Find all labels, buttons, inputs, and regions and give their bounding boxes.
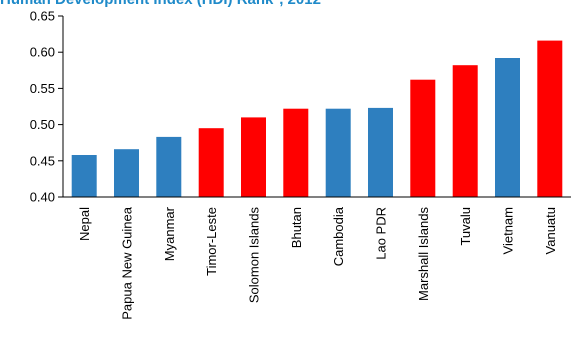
bar [198, 128, 224, 197]
x-category-label: Timor-Leste [204, 207, 219, 276]
bar [283, 108, 309, 197]
bar [495, 58, 520, 197]
x-category-label: Solomon Islands [247, 207, 262, 304]
x-category-label: Papua New Guinea [120, 206, 135, 320]
x-category-label: Lao PDR [374, 207, 389, 260]
x-category-label: Bhutan [289, 207, 304, 248]
x-category-label: Nepal [77, 207, 92, 241]
y-tick-label: 0.40 [30, 190, 55, 205]
y-tick-label: 0.50 [30, 117, 55, 132]
x-category-label: Cambodia [331, 206, 346, 266]
bar [241, 117, 266, 197]
x-category-label: Vietnam [501, 207, 516, 254]
chart-title: Human Development Index (HDI) Rank*, 201… [0, 0, 321, 9]
bar [452, 65, 478, 197]
bar [156, 136, 182, 197]
x-category-label: Myanmar [162, 206, 177, 261]
bar [368, 107, 393, 197]
x-category-label: Tuvalu [458, 207, 473, 246]
y-tick-label: 0.65 [30, 9, 55, 24]
bar [114, 149, 139, 197]
x-axis: Nepal Papua New Guinea Myanmar Timor-Leste S… [63, 196, 571, 320]
bars [71, 40, 563, 197]
x-category-label: Vanuatu [543, 207, 558, 254]
bar [537, 40, 563, 197]
x-category-label: Marshall Islands [416, 207, 431, 301]
y-tick-label: 0.60 [30, 45, 55, 60]
bar [71, 155, 97, 197]
y-axis: 0.40 0.45 0.50 0.55 0.60 0.65 [30, 9, 64, 205]
y-tick-label: 0.55 [30, 81, 55, 96]
bar [410, 79, 436, 197]
y-tick-label: 0.45 [30, 153, 55, 168]
bar [325, 108, 351, 197]
